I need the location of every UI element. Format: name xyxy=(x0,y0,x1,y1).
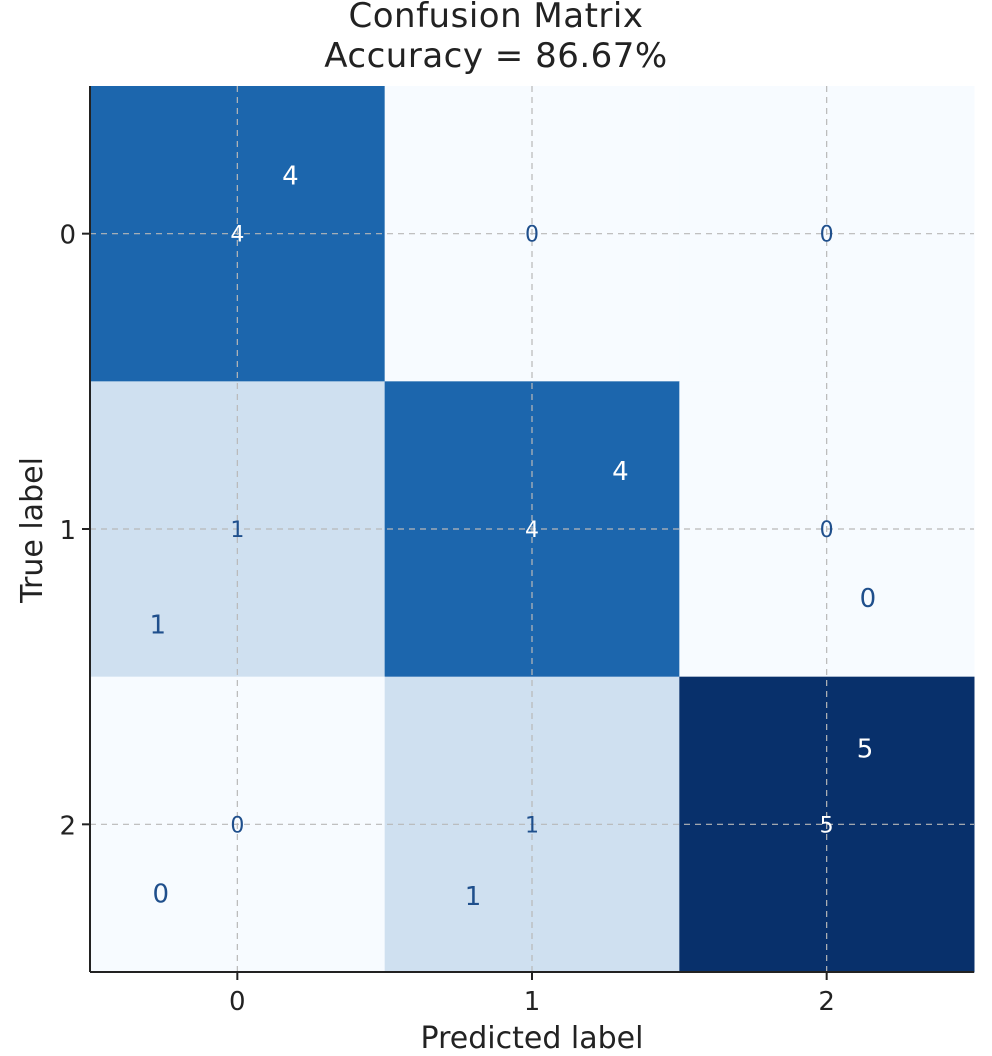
cell-value-offset-r1-c2: 0 xyxy=(860,584,877,614)
cell-value-r0-c1: 0 xyxy=(525,223,539,248)
y-axis-label: True label xyxy=(15,457,50,604)
cell-value-r1-c0: 1 xyxy=(230,518,244,543)
cell-value-r1-c2: 0 xyxy=(820,518,834,543)
cell-value-offset-r2-c0: 0 xyxy=(152,879,169,909)
cell-value-r1-c1: 4 xyxy=(525,518,539,543)
cell-value-r0-c2: 0 xyxy=(820,223,834,248)
cell-value-offset-r1-c1: 4 xyxy=(612,457,629,487)
y-tick-label-0: 0 xyxy=(59,221,76,251)
chart-title-line-2: Accuracy = 86.67% xyxy=(324,36,668,76)
cell-labels: 4 4 0 0 1 1 4 4 0 0 0 0 1 1 5 5 xyxy=(149,162,876,913)
chart-title-line-1: Confusion Matrix xyxy=(348,0,644,36)
cell-value-r2-c2: 5 xyxy=(820,813,834,838)
cell-value-offset-r2-c1: 1 xyxy=(465,882,482,912)
y-tick-label-1: 1 xyxy=(59,516,76,546)
cell-value-r2-c1: 1 xyxy=(525,813,539,838)
cell-value-offset-r0-c0: 4 xyxy=(282,162,299,192)
x-tick-label-1: 1 xyxy=(524,987,541,1017)
x-axis-label: Predicted label xyxy=(421,1021,644,1056)
axes: 0 1 2 0 1 2 xyxy=(59,86,974,1017)
cell-value-r2-c0: 0 xyxy=(230,813,244,838)
y-tick-label-2: 2 xyxy=(59,811,76,841)
cell-value-r0-c0: 4 xyxy=(230,223,244,248)
cell-value-offset-r1-c0: 1 xyxy=(149,611,166,641)
cell-value-offset-r2-c2: 5 xyxy=(857,735,874,765)
grid-lines xyxy=(90,86,974,972)
x-tick-label-0: 0 xyxy=(229,987,246,1017)
x-tick-label-2: 2 xyxy=(818,987,835,1017)
